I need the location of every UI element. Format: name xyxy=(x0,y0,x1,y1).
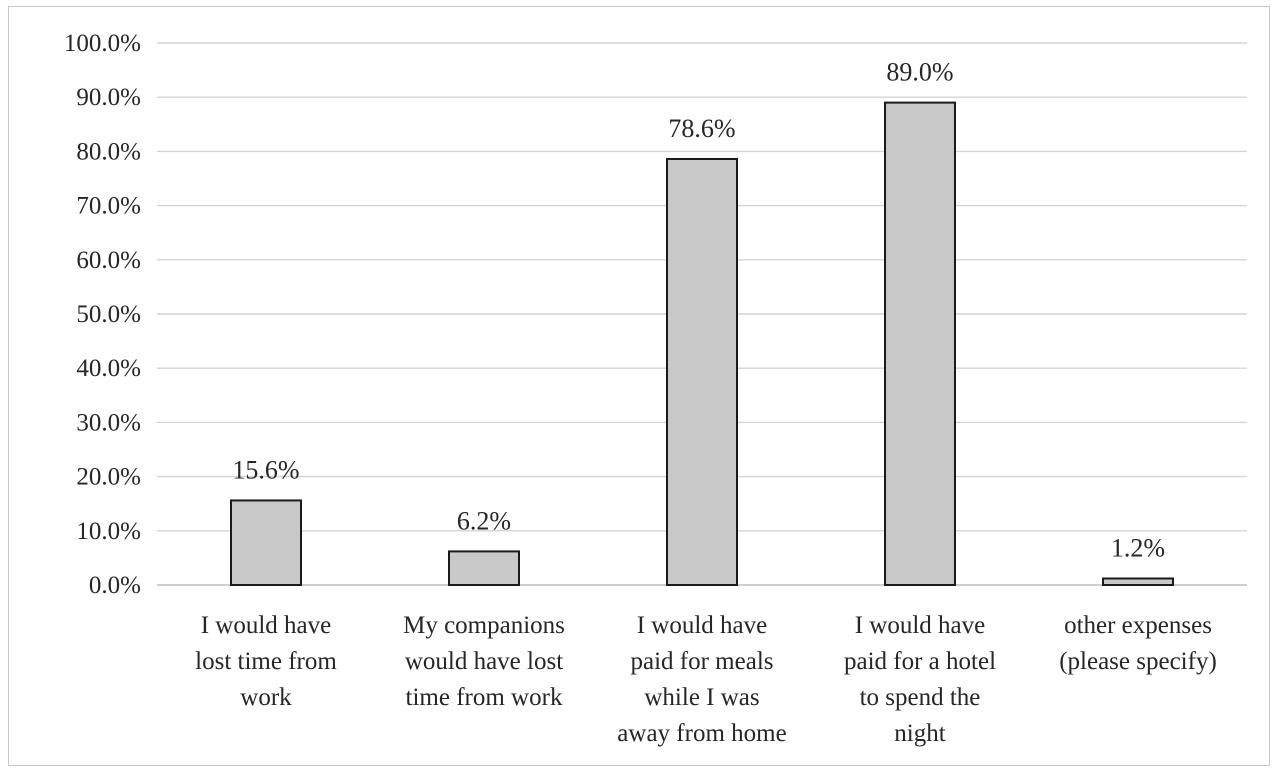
y-tick-label: 100.0% xyxy=(64,30,141,57)
chart-frame xyxy=(8,6,1270,766)
y-tick-label: 40.0% xyxy=(76,355,141,382)
x-tick-label: I would have lost time from work xyxy=(195,612,337,711)
data-label: 6.2% xyxy=(457,506,511,535)
x-tick-label: other expenses (please specify) xyxy=(1059,612,1217,675)
bar xyxy=(1102,577,1174,586)
x-tick-label: My companions would have lost time from wo… xyxy=(403,612,565,711)
data-label: 89.0% xyxy=(886,58,953,87)
y-tick-label: 20.0% xyxy=(76,464,141,491)
data-label: 78.6% xyxy=(668,114,735,143)
y-tick-label: 80.0% xyxy=(76,138,141,165)
bar xyxy=(884,101,956,587)
y-tick-label: 10.0% xyxy=(76,518,141,545)
x-tick-label: I would have paid for meals while I was awa… xyxy=(617,612,786,747)
y-tick-label: 60.0% xyxy=(76,247,141,274)
y-tick-label: 50.0% xyxy=(76,301,141,328)
y-tick-label: 90.0% xyxy=(76,84,141,111)
y-tick-label: 70.0% xyxy=(76,193,141,220)
bar xyxy=(230,499,302,586)
data-label: 1.2% xyxy=(1111,533,1165,562)
y-tick-label: 0.0% xyxy=(89,572,141,599)
y-tick-label: 30.0% xyxy=(76,409,141,436)
data-label: 15.6% xyxy=(232,455,299,484)
bar xyxy=(448,550,520,586)
x-tick-label: I would have paid for a hotel to spend the… xyxy=(844,612,996,747)
bar xyxy=(666,157,738,586)
